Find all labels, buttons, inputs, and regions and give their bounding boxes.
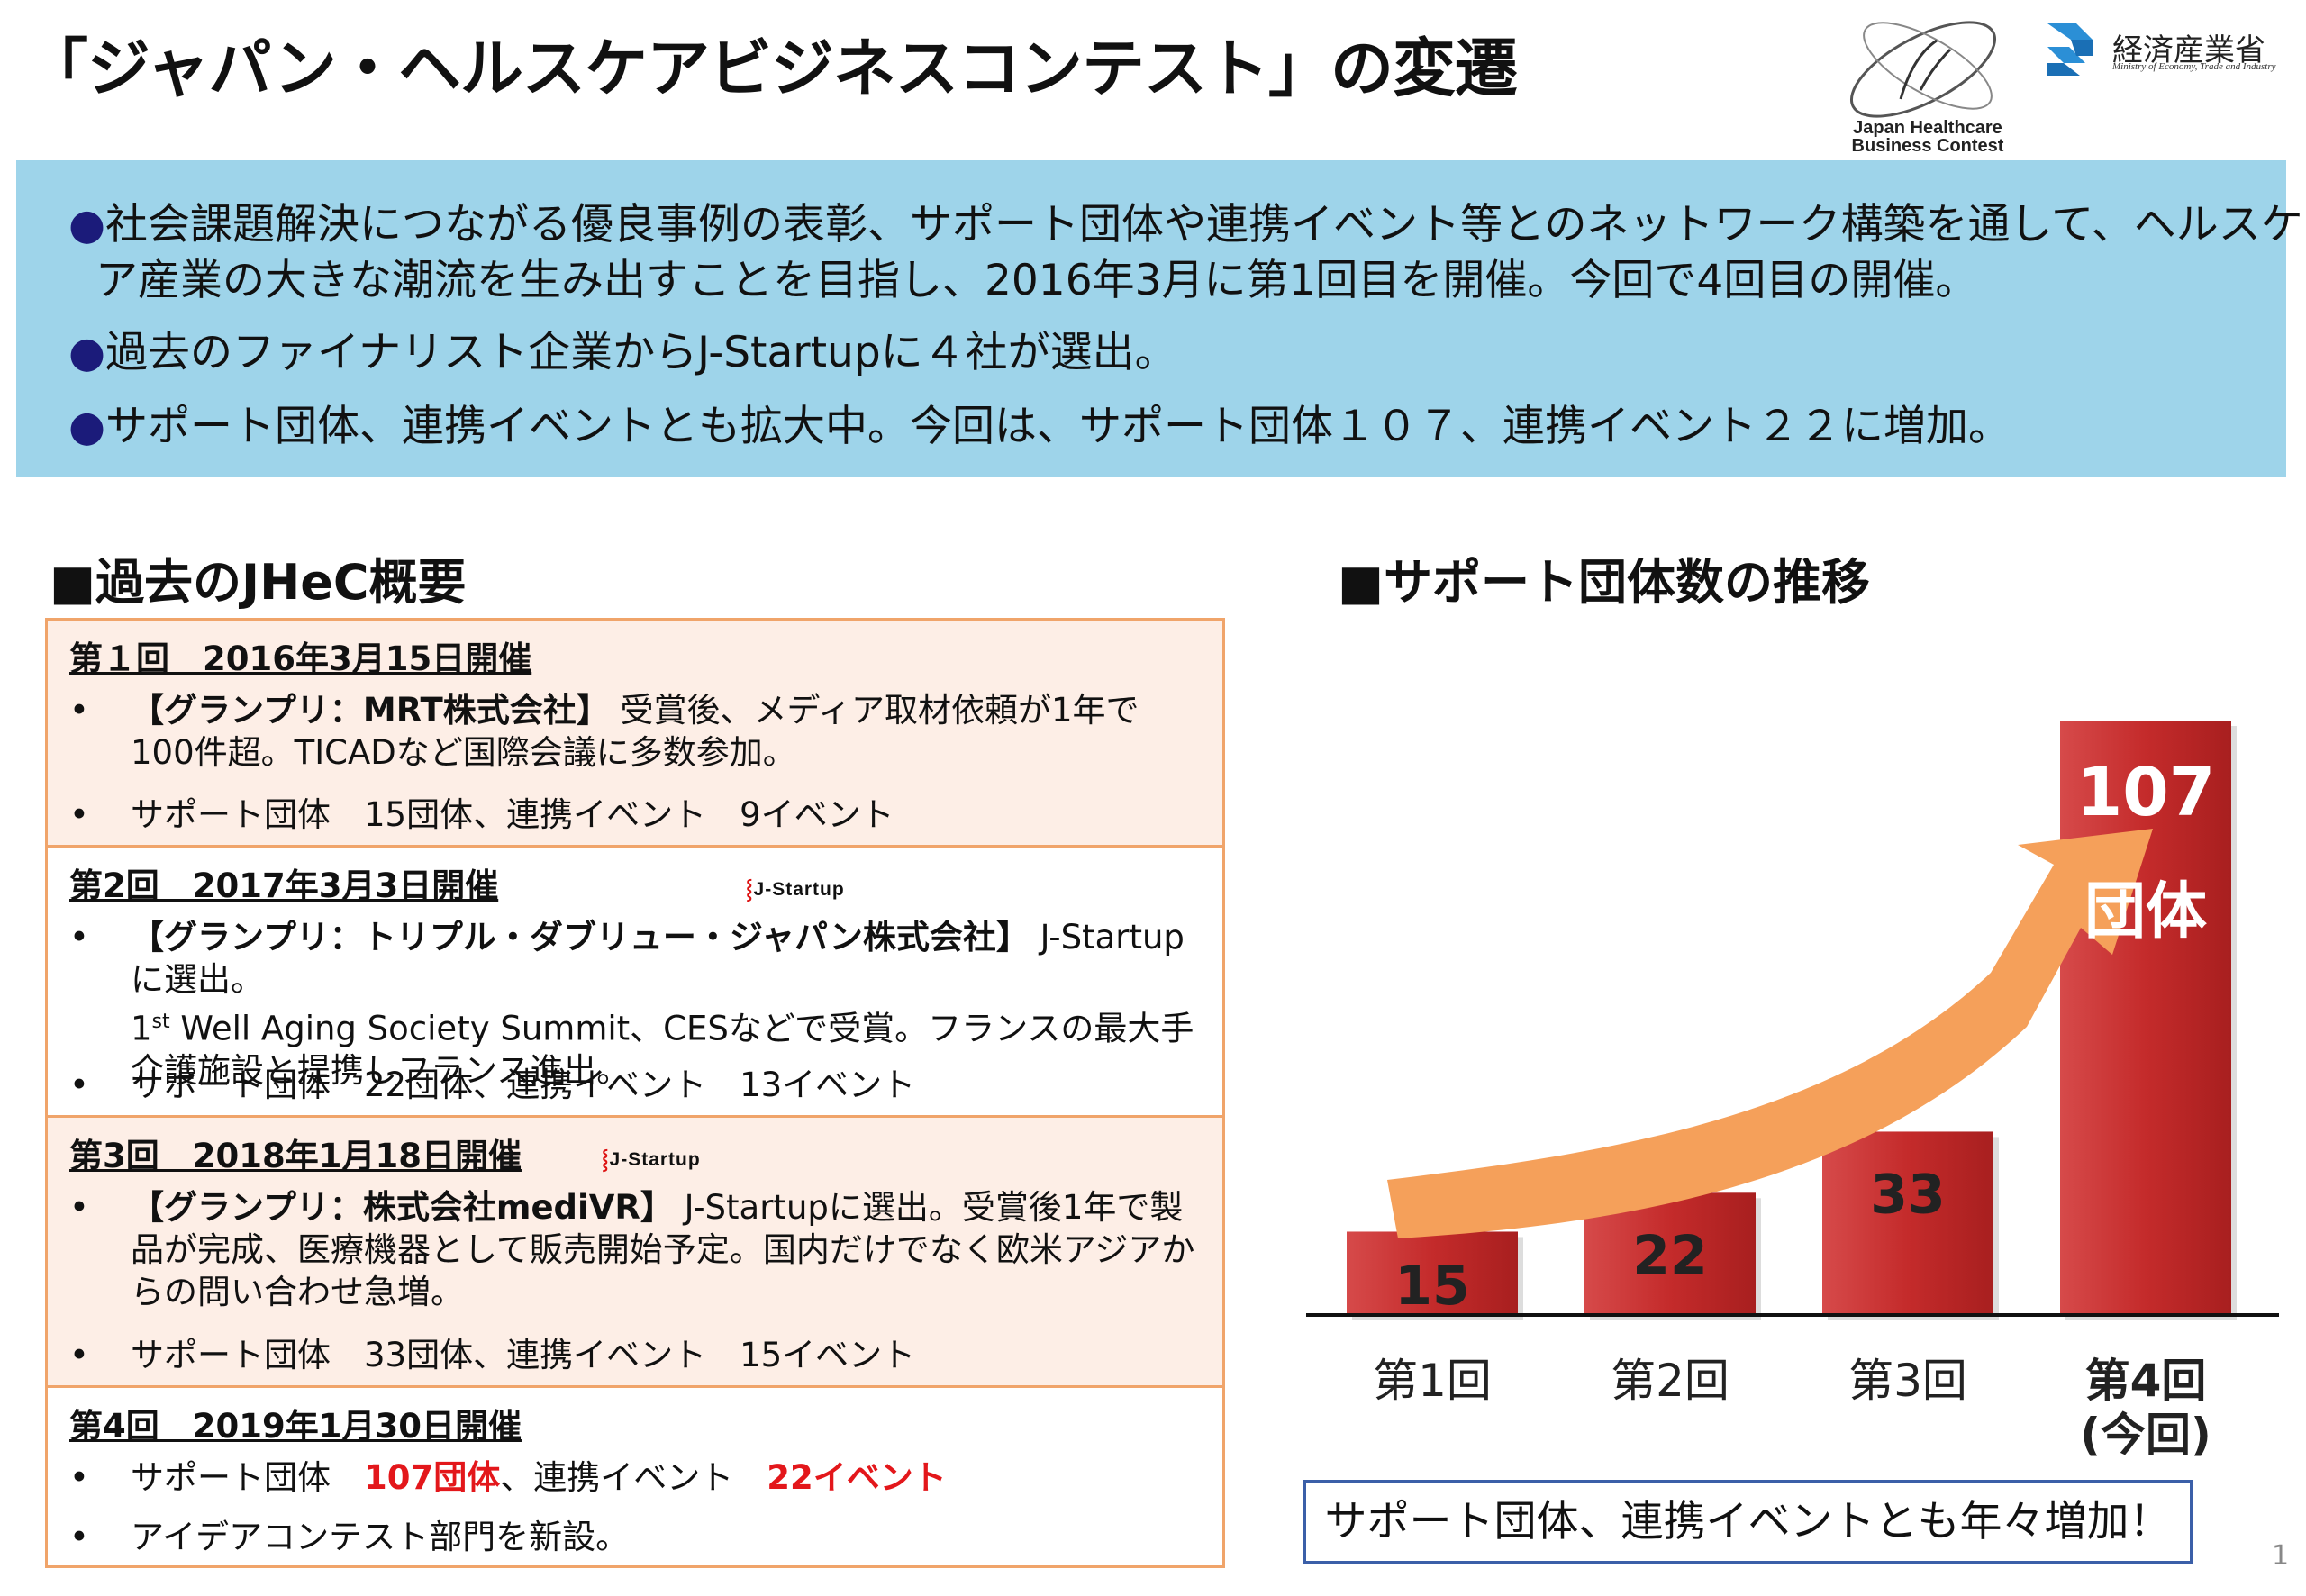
bullet-dot: • (69, 1188, 89, 1227)
edition-bullet-text: 【グランプリ：株式会社mediVR】 J-Startupに選出。受賞後1年で製品… (131, 1186, 1203, 1313)
edition-2: 第2回 2017年3月3日開催 ⸾J-Startup • 【グランプリ：トリプル… (48, 848, 1222, 1118)
grand-prix-detail-2: Well Aging Society Summit、CESなどで受賞。フランスの… (131, 1009, 1194, 1091)
edition-3: 第3回 2018年1月18日開催 ⸾J-Startup • 【グランプリ：株式会… (48, 1118, 1222, 1388)
summary-line-1b: ア産業の大きな潮流を生み出すことを目指し、2016年3月に第1回目を開催。今回で… (95, 256, 1978, 305)
jhec-logo-line1: Japan Healthcare (1853, 118, 2002, 138)
bullet-dot: • (69, 691, 89, 730)
jstartup-mark-icon: ⸾ (602, 1149, 610, 1170)
data-label-3: 33 (1870, 1163, 1946, 1226)
edition-header: 第4回 2019年1月30日開催 (69, 1407, 522, 1446)
jhec-logo-text: Japan Healthcare Business Contest (1838, 119, 2018, 155)
bar-1 (1347, 1231, 1518, 1315)
support-label: サポート団体 (131, 1458, 364, 1497)
x-tick-label-1: 第1回 (1373, 1355, 1492, 1407)
edition-1: 第１回 2016年3月15日開催 • 【グランプリ：MRT株式会社】 受賞後、メ… (48, 621, 1222, 848)
data-label-2: 22 (1632, 1224, 1708, 1287)
data-unit-label: 団体 (2084, 876, 2207, 948)
edition-bullet-text: サポート団体 107団体、連携イベント 22イベント (131, 1456, 1203, 1499)
jstartup-logo: ⸾J-Startup (746, 876, 845, 902)
support-count-text: サポート団体 22団体、連携イベント 13イベント (131, 1066, 916, 1104)
bullet-dot: • (69, 1458, 89, 1497)
summary-box: ●社会課題解決につながる優良事例の表彰、サポート団体や連携イベント等とのネットワ… (16, 160, 2303, 477)
summary-text-3: サポート団体、連携イベントとも拡大中。今回は、サポート団体１０７、連携イベント２… (105, 402, 2011, 451)
summary-text-2: 過去のファイナリスト企業からJ-Startupに４社が選出。 (105, 328, 1177, 377)
edition-4: 第4回 2019年1月30日開催 • サポート団体 107団体、連携イベント 2… (48, 1388, 1222, 1565)
x-tick-label-2: 第2回 (1611, 1355, 1730, 1407)
support-count-highlight: 107団体 (364, 1458, 501, 1497)
event-label: 、連携イベント (500, 1458, 767, 1497)
data-label-4: 107 (2076, 754, 2215, 831)
jstartup-logo-text: J-Startup (753, 879, 845, 900)
new-division-text: アイデアコンテスト部門を新設。 (131, 1518, 630, 1556)
bar-3 (1822, 1131, 1993, 1315)
summary-line-3: ●サポート団体、連携イベントとも拡大中。今回は、サポート団体１０７、連携イベント… (68, 391, 2011, 453)
callout-box: サポート団体、連携イベントとも年々増加！ (1303, 1480, 2193, 1564)
summary-text-1a: 社会課題解決につながる優良事例の表彰、サポート団体や連携イベント等とのネットワー… (105, 200, 2303, 249)
bullet-dot: • (69, 1336, 89, 1374)
support-count-text: サポート団体 15団体、連携イベント 9イベント (131, 795, 894, 834)
meti-logo (2040, 16, 2301, 79)
chart-heading: ■サポート団体数の推移 (1338, 554, 1871, 611)
edition-header: 第2回 2017年3月3日開催 (69, 866, 499, 905)
event-count-highlight: 22イベント (767, 1458, 947, 1497)
grand-prix-detail: J-Startupに選出。受賞後1年で製品が完成、医療機器として販売開始予定。国… (131, 1188, 1195, 1311)
grand-prix-detail: 受賞後、メディア取材依頼が1年で100件超。TICADなど国際会議に多数参加。 (131, 691, 1139, 772)
meti-subtitle: Ministry of Economy, Trade and Industry (2112, 61, 2276, 72)
edition-bullet-text: 【グランプリ：MRT株式会社】 受賞後、メディア取材依頼が1年で100件超。TI… (131, 689, 1203, 774)
summary-line-1: ●社会課題解決につながる優良事例の表彰、サポート団体や連携イベント等とのネットワ… (68, 189, 2303, 251)
history-heading: ■過去のJHeC概要 (50, 554, 467, 611)
grand-prix-label: 【グランプリ：株式会社mediVR】 (131, 1188, 674, 1227)
edition-header: 第１回 2016年3月15日開催 (69, 639, 532, 678)
page-title: 「ジャパン・ヘルスケアビジネスコンテスト」の変遷 (25, 32, 1518, 105)
meti-emblem-icon (2047, 23, 2093, 76)
trend-arrow (1387, 829, 2153, 1238)
x-tick-label-4: 第4回 (2085, 1355, 2207, 1407)
edition-header: 第3回 2018年1月18日開催 (69, 1137, 522, 1175)
grand-prix-label: 【グランプリ：トリプル・ダブリュー・ジャパン株式会社】 (131, 918, 1030, 957)
bullet-dot: • (69, 918, 89, 957)
bar-4 (2060, 721, 2231, 1315)
support-chart: 15 22 33 107 団体第1回 第2回 第3回 第4回 (今回) (1297, 685, 2297, 1567)
x-tick-sublabel-4: (今回) (2080, 1409, 2211, 1461)
bullet-dot: ● (68, 402, 106, 451)
bullet-dot: ● (68, 328, 106, 377)
page-number: 1 (2272, 1540, 2290, 1572)
bullet-dot: • (69, 1518, 89, 1556)
bullet-dot: • (69, 1066, 89, 1104)
grand-prix-detail: J-Startupに選出。 (131, 918, 1185, 999)
jhec-logo-line2: Business Contest (1851, 136, 2004, 156)
jstartup-mark-icon: ⸾ (746, 879, 754, 900)
data-label-1: 15 (1394, 1255, 1470, 1318)
meti-name: 経済産業省 (2112, 32, 2265, 68)
support-count-text: サポート団体 33団体、連携イベント 15イベント (131, 1336, 916, 1374)
history-table: 第１回 2016年3月15日開催 • 【グランプリ：MRT株式会社】 受賞後、メ… (45, 618, 1225, 1568)
ordinal-number: 1 (131, 1009, 152, 1048)
grand-prix-label: 【グランプリ：MRT株式会社】 (131, 691, 610, 730)
ordinal-suffix: st (151, 1011, 170, 1033)
jhec-logo (1838, 14, 2018, 153)
jstartup-logo-text: J-Startup (609, 1149, 701, 1170)
jstartup-logo: ⸾J-Startup (602, 1147, 701, 1172)
summary-line-2: ●過去のファイナリスト企業からJ-Startupに４社が選出。 (68, 317, 1177, 379)
x-tick-label-3: 第3回 (1848, 1355, 1967, 1407)
edition-bullet-text: 【グランプリ：トリプル・ダブリュー・ジャパン株式会社】 J-Startupに選出… (131, 916, 1203, 1092)
bullet-dot: ● (68, 200, 106, 249)
bullet-dot: • (69, 795, 89, 834)
